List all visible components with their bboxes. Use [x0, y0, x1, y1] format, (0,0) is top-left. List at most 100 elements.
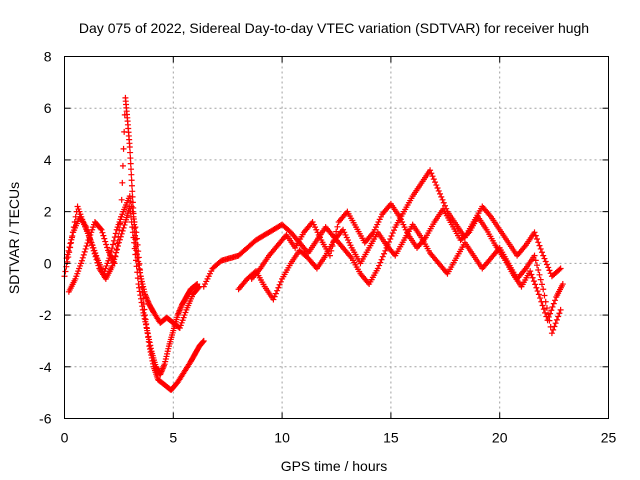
data-point	[433, 182, 440, 189]
data-point	[98, 226, 105, 233]
data-point	[136, 284, 143, 291]
x-tick-label: 15	[383, 430, 399, 446]
data-point	[527, 268, 534, 275]
data-point	[147, 342, 154, 349]
data-point	[64, 251, 71, 258]
data-point	[550, 326, 557, 333]
data-point	[119, 227, 126, 234]
data-point	[128, 171, 135, 178]
data-point	[382, 247, 389, 254]
data-point	[553, 316, 560, 323]
data-point	[441, 202, 448, 209]
data-point	[427, 167, 434, 174]
data-point	[374, 265, 381, 272]
data-point	[114, 246, 121, 253]
data-point	[127, 208, 134, 215]
data-point	[538, 249, 545, 256]
data-point	[117, 220, 124, 227]
data-point	[118, 213, 125, 220]
data-point	[388, 233, 395, 240]
data-point	[104, 244, 111, 251]
y-tick-label: 4	[44, 152, 52, 168]
data-point	[116, 227, 123, 234]
y-tick-label: 0	[44, 255, 52, 271]
data-point	[135, 258, 142, 265]
y-tick-label: 8	[44, 49, 52, 65]
data-point	[130, 210, 137, 217]
series-track-c	[65, 94, 203, 331]
y-tick-label: 2	[44, 204, 52, 220]
data-point	[111, 260, 118, 267]
data-point	[531, 229, 538, 236]
data-point	[142, 321, 149, 328]
data-point	[62, 268, 69, 275]
data-point	[95, 262, 102, 269]
data-point	[127, 149, 134, 156]
data-point	[120, 224, 127, 231]
data-point	[542, 258, 549, 265]
data-point	[128, 166, 135, 173]
data-point	[146, 339, 153, 346]
data-point	[438, 193, 445, 200]
data-point	[137, 295, 144, 302]
data-point	[543, 261, 550, 268]
data-point	[144, 327, 151, 334]
data-point	[120, 145, 127, 152]
data-point	[545, 264, 552, 271]
y-tick-label: -6	[39, 411, 52, 427]
data-point	[137, 292, 144, 299]
data-point	[195, 284, 202, 291]
data-point	[528, 271, 535, 278]
data-point	[138, 299, 145, 306]
data-point	[126, 203, 133, 210]
data-point	[114, 240, 121, 247]
data-point	[334, 223, 341, 230]
data-point	[119, 179, 126, 186]
data-point	[133, 251, 140, 258]
data-point	[543, 305, 550, 312]
plot-frame	[64, 56, 609, 419]
data-point	[331, 233, 338, 240]
data-point	[93, 256, 100, 263]
data-point	[391, 227, 398, 234]
data-point	[534, 235, 541, 242]
data-point	[79, 254, 86, 261]
data-point	[135, 262, 142, 269]
data-point	[144, 330, 151, 337]
data-point	[275, 284, 282, 291]
x-tick-label: 20	[492, 430, 508, 446]
x-tick-label: 5	[169, 430, 177, 446]
data-point	[557, 306, 564, 313]
data-point	[552, 297, 559, 304]
data-point	[536, 242, 543, 249]
data-point	[548, 307, 555, 314]
data-point	[113, 247, 120, 254]
data-point	[535, 267, 542, 274]
data-point	[378, 256, 385, 263]
y-tick-label: 6	[44, 100, 52, 116]
data-point	[557, 265, 564, 272]
data-point	[130, 216, 137, 223]
data-point	[556, 266, 563, 273]
data-point	[544, 317, 551, 324]
data-point	[126, 193, 133, 200]
data-point	[109, 245, 116, 252]
data-point	[81, 248, 88, 255]
data-point	[330, 238, 337, 245]
data-point	[534, 262, 541, 269]
data-point	[333, 228, 340, 235]
data-point	[271, 293, 278, 300]
data-point	[90, 247, 97, 254]
data-point	[141, 312, 148, 319]
x-axis-label: GPS time / hours	[281, 458, 388, 474]
data-point	[83, 224, 90, 231]
data-point	[133, 247, 140, 254]
data-point	[277, 278, 284, 285]
x-tick-label: 0	[61, 430, 69, 446]
data-point	[429, 173, 436, 180]
data-point	[428, 170, 435, 177]
series-track-f	[248, 200, 566, 324]
data-point	[539, 302, 546, 309]
data-point	[126, 144, 133, 150]
